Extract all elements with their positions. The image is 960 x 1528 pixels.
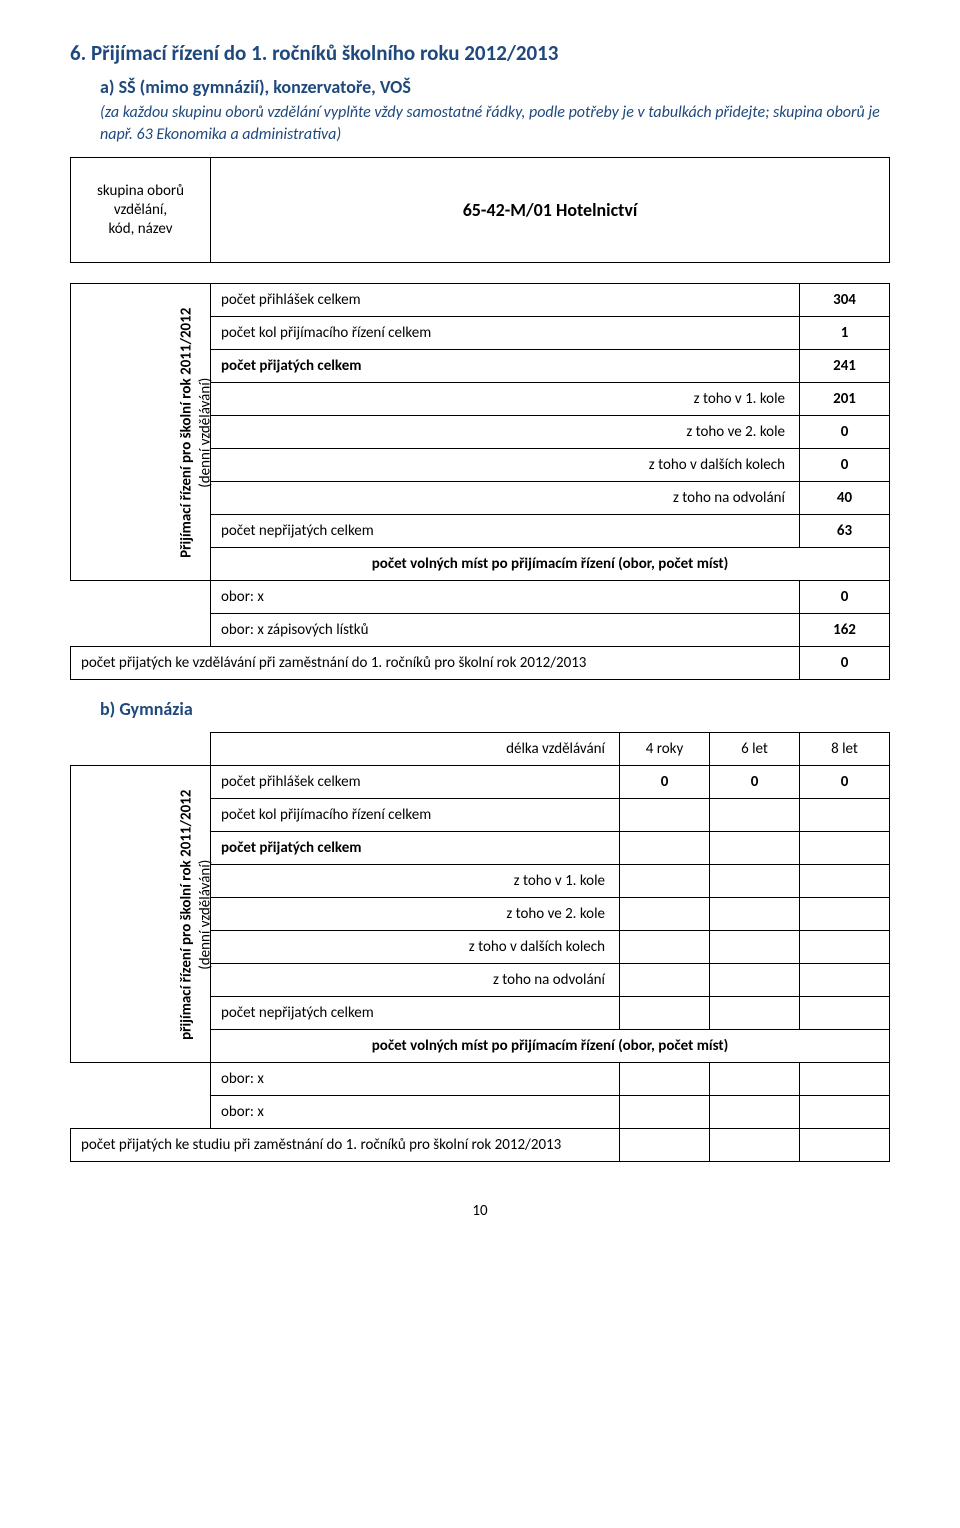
- table-row: obor: x: [71, 1096, 890, 1129]
- len-col-1: 6 let: [710, 733, 800, 766]
- b-empty: [620, 964, 710, 997]
- label-r2: z toho ve 2. kole: [211, 416, 800, 449]
- b-val-app-1: 0: [620, 766, 710, 799]
- b-label-rejected: počet nepřijatých celkem: [211, 997, 620, 1030]
- b-oborx1: obor: x: [211, 1063, 620, 1096]
- b-oborx2: obor: x: [211, 1096, 620, 1129]
- b-empty: [710, 898, 800, 931]
- b-empty: [800, 832, 890, 865]
- table-a-footer: počet přijatých ke vzdělávání při zaměst…: [71, 647, 890, 680]
- b-label-accepted: počet přijatých celkem: [211, 832, 620, 865]
- val-r1: 201: [800, 383, 890, 416]
- b-empty: [800, 1096, 890, 1129]
- b-empty: [620, 898, 710, 931]
- table-b-footer: počet přijatých ke studiu při zaměstnání…: [71, 1129, 890, 1162]
- label-footer-a: počet přijatých ke vzdělávání při zaměst…: [71, 647, 800, 680]
- vert-sub-b: (denní vzdělávání): [196, 859, 214, 969]
- b-empty: [710, 931, 800, 964]
- label-accepted: počet přijatých celkem: [211, 350, 800, 383]
- section-b-title: b) Gymnázia: [100, 698, 890, 720]
- b-empty: [710, 1063, 800, 1096]
- b-empty: [800, 898, 890, 931]
- b-label-rounds: počet kol přijímacího řízení celkem: [211, 799, 620, 832]
- table-a-header-row: skupina oborů vzdělání, kód, název 65-42…: [71, 158, 890, 263]
- section-a-description: (za každou skupinu oborů vzdělání vyplňt…: [100, 102, 890, 145]
- label-oborx: obor: x: [211, 581, 800, 614]
- b-footer-label: počet přijatých ke studiu při zaměstnání…: [71, 1129, 620, 1162]
- len-col-2: 8 let: [800, 733, 890, 766]
- table-b: délka vzdělávání 4 roky 6 let 8 let přij…: [70, 732, 890, 1162]
- val-r2: 0: [800, 416, 890, 449]
- b-label-appeal: z toho na odvolání: [211, 964, 620, 997]
- b-empty: [620, 997, 710, 1030]
- b-empty: [620, 1063, 710, 1096]
- vertical-label-a: Přijímací řízení pro školní rok 2011/201…: [71, 284, 211, 581]
- b-empty: [800, 964, 890, 997]
- b-empty: [620, 832, 710, 865]
- table-b-len-row: délka vzdělávání 4 roky 6 let 8 let: [71, 733, 890, 766]
- page: 6. Přijímací řízení do 1. ročníků školní…: [0, 0, 960, 1250]
- len-col-0: 4 roky: [620, 733, 710, 766]
- val-accepted: 241: [800, 350, 890, 383]
- vertical-label-b: přijímací řízení pro školní rok 2011/201…: [71, 766, 211, 1063]
- b-empty: [710, 832, 800, 865]
- b-empty: [800, 799, 890, 832]
- vert-sub: (denní vzdělávání): [196, 377, 214, 487]
- b-empty: [800, 1129, 890, 1162]
- val-appeal: 40: [800, 482, 890, 515]
- len-label: délka vzdělávání: [211, 733, 620, 766]
- b-label-applications: počet přihlášek celkem: [211, 766, 620, 799]
- page-title: 6. Přijímací řízení do 1. ročníků školní…: [70, 40, 890, 66]
- val-footer-a: 0: [800, 647, 890, 680]
- b-empty: [800, 1063, 890, 1096]
- val-rounds: 1: [800, 317, 890, 350]
- b-empty: [710, 1096, 800, 1129]
- b-empty: [620, 1129, 710, 1162]
- b-vacant-header: počet volných míst po přijímacím řízení …: [211, 1030, 890, 1063]
- b-empty: [710, 997, 800, 1030]
- b-val-app-2: 0: [710, 766, 800, 799]
- val-oborx: 0: [800, 581, 890, 614]
- group-label: skupina oborů vzdělání, kód, název: [71, 158, 211, 263]
- label-appeal: z toho na odvolání: [211, 482, 800, 515]
- b-empty: [620, 931, 710, 964]
- b-label-r1: z toho v 1. kole: [211, 865, 620, 898]
- b-empty: [710, 799, 800, 832]
- group-value: 65-42-M/01 Hotelnictví: [211, 158, 890, 263]
- b-empty: [710, 964, 800, 997]
- val-rejected: 63: [800, 515, 890, 548]
- val-other: 0: [800, 449, 890, 482]
- table-row: přijímací řízení pro školní rok 2011/201…: [71, 766, 890, 799]
- vert-bold-b: přijímací řízení pro školní rok 2011/201…: [177, 789, 195, 1039]
- val-oborx-listku: 162: [800, 614, 890, 647]
- b-empty: [620, 1096, 710, 1129]
- table-row: obor: x: [71, 1063, 890, 1096]
- b-empty: [710, 1129, 800, 1162]
- page-number: 10: [70, 1202, 890, 1220]
- b-empty: [800, 865, 890, 898]
- b-empty: [620, 799, 710, 832]
- b-val-app-3: 0: [800, 766, 890, 799]
- b-label-other: z toho v dalších kolech: [211, 931, 620, 964]
- b-empty: [710, 865, 800, 898]
- table-row: obor: x zápisových lístků 162: [71, 614, 890, 647]
- table-row: Přijímací řízení pro školní rok 2011/201…: [71, 284, 890, 317]
- val-applications: 304: [800, 284, 890, 317]
- b-empty: [620, 865, 710, 898]
- vacant-header: počet volných míst po přijímacím řízení …: [211, 548, 890, 581]
- section-a-title: a) SŠ (mimo gymnázií), konzervatoře, VOŠ: [100, 76, 890, 98]
- b-label-r2: z toho ve 2. kole: [211, 898, 620, 931]
- label-rounds: počet kol přijímacího řízení celkem: [211, 317, 800, 350]
- vert-bold: Přijímací řízení pro školní rok 2011/201…: [177, 307, 195, 557]
- label-applications: počet přihlášek celkem: [211, 284, 800, 317]
- label-other: z toho v dalších kolech: [211, 449, 800, 482]
- b-empty: [800, 931, 890, 964]
- label-oborx-listku: obor: x zápisových lístků: [211, 614, 800, 647]
- table-a: skupina oborů vzdělání, kód, název 65-42…: [70, 157, 890, 680]
- label-rejected: počet nepřijatých celkem: [211, 515, 800, 548]
- b-empty: [800, 997, 890, 1030]
- table-row: obor: x 0: [71, 581, 890, 614]
- spacer: [71, 263, 890, 284]
- label-r1: z toho v 1. kole: [211, 383, 800, 416]
